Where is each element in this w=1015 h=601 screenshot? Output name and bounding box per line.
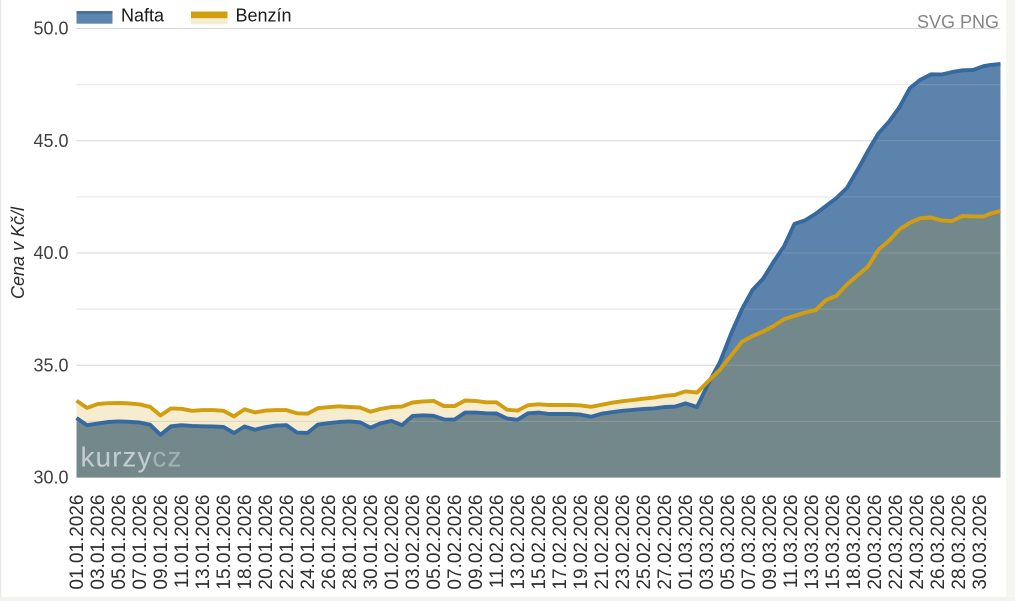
- svg-text:18.01.2026: 18.01.2026: [235, 495, 256, 590]
- svg-text:07.02.2026: 07.02.2026: [445, 495, 466, 590]
- svg-text:40.0: 40.0: [33, 243, 68, 263]
- svg-text:11.03.2026: 11.03.2026: [781, 495, 802, 589]
- svg-text:22.03.2026: 22.03.2026: [886, 495, 907, 590]
- svg-text:28.01.2026: 28.01.2026: [340, 495, 361, 590]
- svg-text:Nafta: Nafta: [121, 6, 165, 26]
- svg-text:24.03.2026: 24.03.2026: [907, 495, 928, 590]
- svg-text:kurzycz: kurzycz: [81, 442, 183, 473]
- svg-text:13.01.2026: 13.01.2026: [193, 495, 214, 590]
- svg-text:11.01.2026: 11.01.2026: [172, 495, 193, 589]
- svg-text:05.02.2026: 05.02.2026: [424, 495, 445, 590]
- svg-text:45.0: 45.0: [33, 131, 68, 151]
- svg-text:03.01.2026: 03.01.2026: [88, 495, 109, 590]
- svg-text:05.01.2026: 05.01.2026: [109, 495, 130, 590]
- svg-text:28.03.2026: 28.03.2026: [949, 495, 970, 590]
- svg-text:01.01.2026: 01.01.2026: [67, 495, 88, 590]
- svg-text:05.03.2026: 05.03.2026: [718, 495, 739, 590]
- svg-text:23.02.2026: 23.02.2026: [613, 495, 634, 590]
- svg-text:27.02.2026: 27.02.2026: [655, 495, 676, 590]
- svg-text:30.01.2026: 30.01.2026: [361, 495, 382, 590]
- svg-text:07.03.2026: 07.03.2026: [739, 495, 760, 590]
- svg-text:03.03.2026: 03.03.2026: [697, 495, 718, 590]
- svg-text:30.03.2026: 30.03.2026: [970, 495, 991, 590]
- svg-text:SVG PNG: SVG PNG: [917, 12, 999, 32]
- svg-text:50.0: 50.0: [33, 19, 68, 39]
- svg-text:21.02.2026: 21.02.2026: [592, 495, 613, 590]
- svg-text:09.02.2026: 09.02.2026: [466, 495, 487, 590]
- svg-text:20.01.2026: 20.01.2026: [256, 495, 277, 590]
- svg-text:07.01.2026: 07.01.2026: [130, 495, 151, 590]
- svg-text:09.03.2026: 09.03.2026: [760, 495, 781, 590]
- svg-text:15.02.2026: 15.02.2026: [529, 495, 550, 590]
- svg-text:09.01.2026: 09.01.2026: [151, 495, 172, 590]
- svg-text:25.02.2026: 25.02.2026: [634, 495, 655, 590]
- svg-text:15.03.2026: 15.03.2026: [823, 495, 844, 590]
- svg-text:30.0: 30.0: [33, 468, 68, 488]
- svg-text:03.02.2026: 03.02.2026: [403, 495, 424, 590]
- svg-text:35.0: 35.0: [33, 355, 68, 375]
- svg-text:11.02.2026: 11.02.2026: [487, 495, 508, 589]
- svg-text:22.01.2026: 22.01.2026: [277, 495, 298, 590]
- svg-text:01.03.2026: 01.03.2026: [676, 495, 697, 590]
- svg-text:Cena v Kč/l: Cena v Kč/l: [8, 206, 28, 299]
- svg-text:13.03.2026: 13.03.2026: [802, 495, 823, 590]
- svg-text:26.01.2026: 26.01.2026: [319, 495, 340, 590]
- svg-text:19.02.2026: 19.02.2026: [571, 495, 592, 590]
- svg-text:26.03.2026: 26.03.2026: [928, 495, 949, 590]
- svg-text:17.02.2026: 17.02.2026: [550, 495, 571, 590]
- svg-text:18.03.2026: 18.03.2026: [844, 495, 865, 590]
- svg-text:24.01.2026: 24.01.2026: [298, 495, 319, 590]
- svg-text:Benzín: Benzín: [236, 6, 292, 26]
- svg-text:01.02.2026: 01.02.2026: [382, 495, 403, 590]
- svg-text:20.03.2026: 20.03.2026: [865, 495, 886, 590]
- svg-text:13.02.2026: 13.02.2026: [508, 495, 529, 590]
- svg-text:15.01.2026: 15.01.2026: [214, 495, 235, 590]
